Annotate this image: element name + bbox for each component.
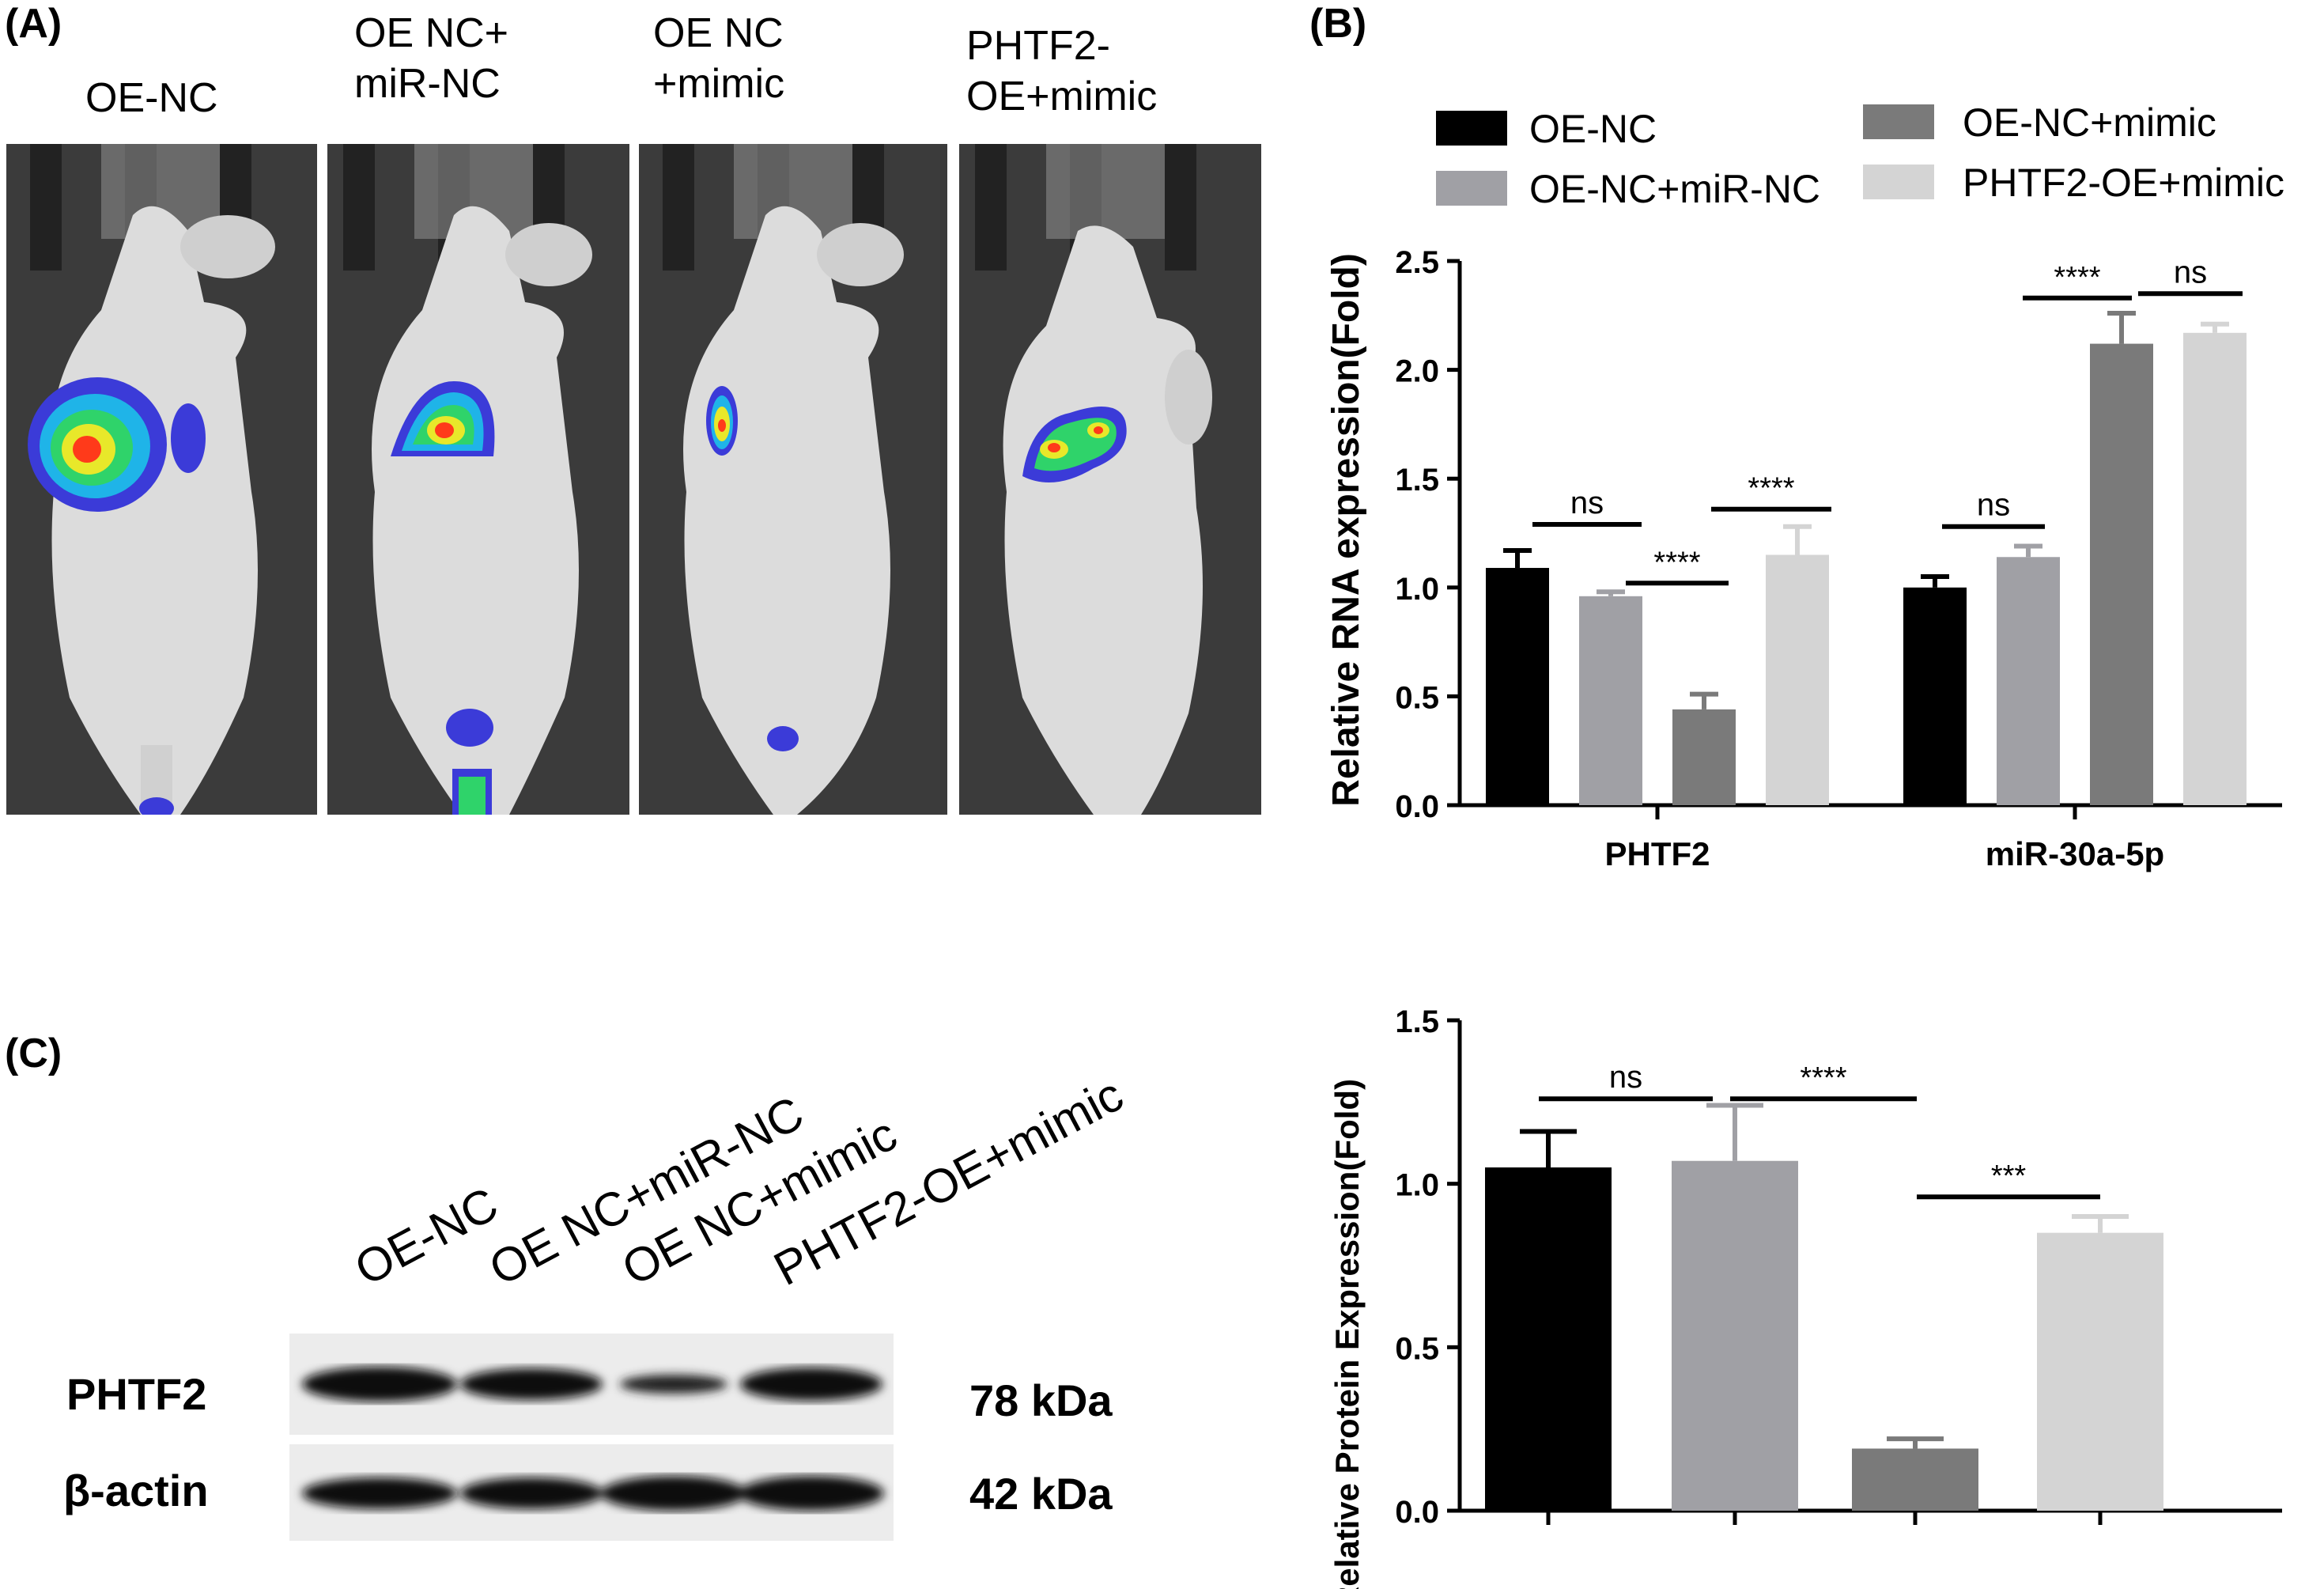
- panel-c-label: (C): [5, 1031, 62, 1076]
- rna-bar: [1486, 568, 1549, 805]
- legend-swatch-2: [1436, 171, 1507, 206]
- protein-y-tick-label: 1.0: [1395, 1168, 1439, 1203]
- rna-bar: [1579, 596, 1642, 805]
- rna-annot-1-label: ns: [1570, 486, 1604, 520]
- rna-y-tick-label: 0.5: [1395, 680, 1439, 715]
- legend-label-3: OE-NC+mimic: [1963, 100, 2216, 145]
- legend-label-2: OE-NC+miR-NC: [1529, 167, 1820, 211]
- signal-hotspot-4: [1022, 407, 1127, 482]
- legend-label-1: OE-NC: [1529, 107, 1657, 151]
- protein-annot-1-label: ns: [1609, 1060, 1642, 1095]
- rna-y-tick-label: 2.0: [1395, 354, 1439, 389]
- protein-bars: [1485, 1103, 2163, 1511]
- protein-expression-chart: Relative Protein Expression(Fold) 0.0 0.5…: [1328, 1004, 2282, 1589]
- mouse-image-2: [327, 144, 629, 815]
- band-size-phtf2: 78 kDa: [969, 1375, 1113, 1425]
- lane-label-1: OE-NC: [346, 1177, 507, 1296]
- protein-y-tick-label: 1.5: [1395, 1004, 1439, 1039]
- band-phtf2-lane4: [740, 1368, 882, 1401]
- blot-strip-phtf2: [289, 1334, 894, 1435]
- protein-y-tick-label: 0.0: [1395, 1495, 1439, 1530]
- protein-y-axis-label: Relative Protein Expression(Fold): [1328, 1079, 1366, 1589]
- mouse-image-4: [959, 144, 1261, 815]
- rna-y-tick-label: 0.0: [1395, 789, 1439, 824]
- rna-annot-6-label: ns: [2174, 255, 2207, 289]
- signal-hotspot-1: [28, 377, 206, 815]
- rna-bar: [1672, 709, 1736, 805]
- band-actin-lane4: [739, 1476, 884, 1511]
- group-label-4: PHTF2- OE+mimic: [966, 21, 1157, 122]
- rna-y-tick-label: 1.5: [1395, 463, 1439, 498]
- panel-b-label: (B): [1309, 1, 1367, 47]
- rna-annot-2-label: ****: [1653, 546, 1700, 579]
- rna-annot-3-label: ****: [1748, 472, 1794, 505]
- rna-annot-5-label: ****: [2054, 261, 2100, 294]
- rna-bar: [1766, 554, 1829, 805]
- legend: OE-NC OE-NC+miR-NC OE-NC+mimic PHTF2-OE+…: [1436, 100, 2284, 211]
- rna-bar: [2090, 343, 2153, 805]
- protein-axes: 0.0 0.5 1.0 1.5: [1395, 1004, 2282, 1530]
- rna-bar: [1903, 587, 1967, 805]
- protein-bar: [1485, 1167, 1612, 1511]
- rna-annotations: ns **** **** ns **** ns: [1532, 255, 2243, 586]
- protein-bar: [2037, 1232, 2163, 1511]
- band-size-actin: 42 kDa: [969, 1469, 1113, 1519]
- group-label-1: OE-NC: [85, 73, 218, 123]
- signal-hotspot-2: [391, 381, 495, 815]
- rna-expression-chart: OE-NC OE-NC+miR-NC OE-NC+mimic PHTF2-OE+…: [1325, 100, 2284, 872]
- rna-y-axis-label: Relative RNA expression(Fold): [1325, 253, 1367, 807]
- mouse-image-3: [639, 144, 947, 815]
- group-label-1-line1: OE-NC: [85, 75, 218, 121]
- rna-x-tick-label: PHTF2: [1604, 835, 1710, 872]
- panel-a-label: (A): [5, 1, 62, 47]
- protein-bar: [1672, 1160, 1798, 1511]
- group-label-3-line1: OE NC: [653, 10, 784, 56]
- band-phtf2-lane2: [460, 1368, 603, 1400]
- legend-swatch-3: [1863, 104, 1934, 139]
- legend-swatch-4: [1863, 165, 1934, 199]
- rna-bar: [2183, 332, 2247, 805]
- group-label-2-line2: miR-NC: [354, 61, 501, 107]
- band-phtf2-lane1: [302, 1367, 457, 1402]
- rna-y-tick-label: 2.5: [1395, 245, 1439, 280]
- legend-label-4: PHTF2-OE+mimic: [1963, 161, 2284, 205]
- band-label-actin: β-actin: [63, 1466, 209, 1515]
- group-label-2: OE NC+ miR-NC: [354, 8, 508, 109]
- mouse-image-1: [6, 144, 317, 815]
- group-label-4-line2: OE+mimic: [966, 74, 1158, 119]
- legend-swatch-1: [1436, 111, 1507, 146]
- blot-strip-actin: [289, 1444, 894, 1541]
- protein-annot-3-label: ***: [1991, 1160, 2027, 1193]
- protein-y-tick-label: 0.5: [1395, 1331, 1439, 1366]
- rna-bar: [1997, 557, 2060, 805]
- group-label-3-line2: +mimic: [653, 61, 785, 107]
- group-label-3: OE NC +mimic: [653, 8, 784, 109]
- band-actin-lane3: [601, 1476, 746, 1511]
- protein-bar: [1852, 1448, 1978, 1511]
- band-actin-lane1: [302, 1477, 457, 1509]
- band-actin-lane2: [460, 1477, 603, 1509]
- rna-bars: [1486, 311, 2247, 805]
- group-label-4-line1: PHTF2-: [966, 23, 1110, 69]
- band-label-phtf2: PHTF2: [66, 1369, 207, 1419]
- group-label-2-line1: OE NC+: [354, 10, 509, 56]
- rna-x-tick-label: miR-30a-5p: [1986, 835, 2164, 872]
- signal-hotspot-3: [706, 386, 799, 751]
- protein-annotations: ns *******: [1539, 1060, 2100, 1200]
- band-phtf2-lane3: [620, 1375, 727, 1394]
- rna-annot-4-label: ns: [1977, 488, 2010, 523]
- rna-y-tick-label: 1.0: [1395, 572, 1439, 607]
- protein-annot-2-label: ****: [1800, 1061, 1846, 1095]
